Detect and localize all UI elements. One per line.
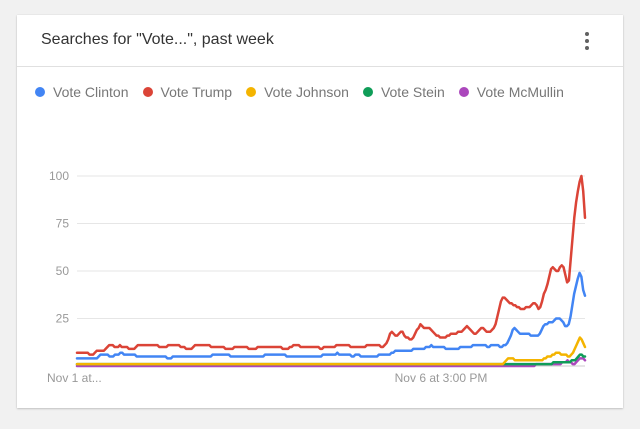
card-title: Searches for "Vote...", past week	[41, 31, 274, 48]
series-line-vote-mcmullin	[75, 357, 587, 368]
legend-dot	[35, 87, 45, 97]
series-line-vote-johnson	[75, 336, 587, 366]
x-tick-label: Nov 6 at 3:00 PM	[395, 371, 488, 385]
legend-item-vote-mcmullin[interactable]: Vote McMullin	[458, 81, 564, 103]
legend-label: Vote Stein	[380, 84, 445, 100]
legend-item-vote-trump[interactable]: Vote Trump	[142, 81, 233, 103]
y-tick-label: 100	[49, 169, 69, 183]
legend-label: Vote Trump	[160, 84, 233, 100]
legend-dot	[362, 87, 373, 97]
legend-label: Vote Clinton	[53, 84, 129, 100]
y-tick-label: 25	[56, 312, 70, 326]
legend-label: Vote McMullin	[476, 84, 564, 100]
card-header: Searches for "Vote...", past week	[17, 15, 623, 67]
series-line-vote-trump	[75, 174, 587, 356]
y-tick-label: 75	[56, 217, 70, 231]
legend-label: Vote Johnson	[264, 84, 349, 100]
legend-item-vote-stein[interactable]: Vote Stein	[362, 81, 445, 103]
series-line-vote-clinton	[75, 271, 587, 360]
legend-dot	[142, 87, 153, 97]
chart-legend: Vote Clinton Vote Trump Vote Johnson Vote S…	[35, 81, 605, 103]
chart-card: Searches for "Vote...", past week Vote C…	[17, 15, 623, 408]
legend-item-vote-clinton[interactable]: Vote Clinton	[35, 81, 129, 103]
legend-dot	[246, 87, 257, 97]
x-tick-label: Nov 1 at...	[47, 371, 102, 385]
more-options-button[interactable]	[579, 29, 595, 53]
line-chart: 25 50 75 100 Nov 1 at... Nov 6 at 3:00 PM	[47, 169, 587, 385]
legend-item-vote-johnson[interactable]: Vote Johnson	[246, 81, 349, 103]
y-tick-label: 50	[56, 264, 70, 278]
legend-dot	[458, 87, 469, 97]
